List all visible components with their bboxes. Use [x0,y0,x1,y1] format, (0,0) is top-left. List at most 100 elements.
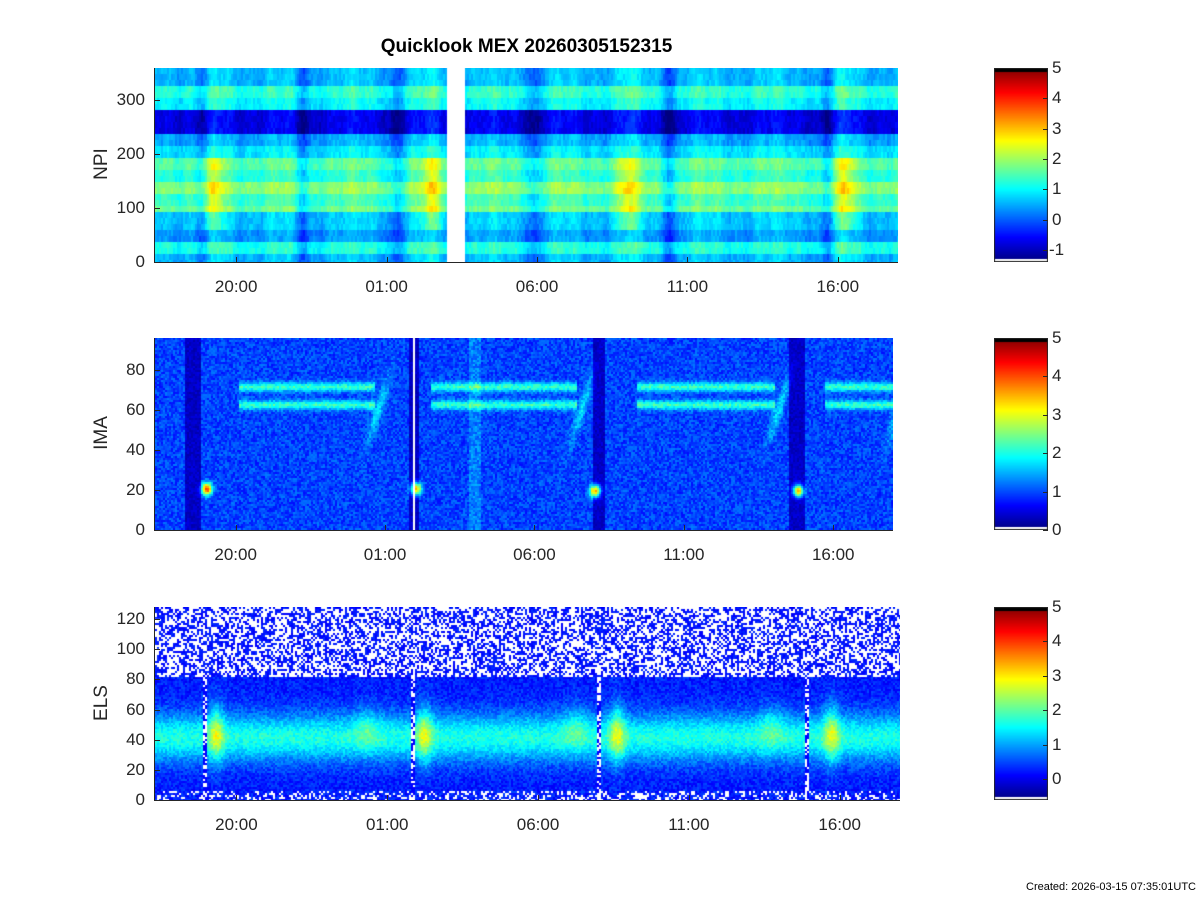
els-y-tick-label: 20 [126,759,145,779]
ima-y-tick-label: 0 [135,520,145,539]
npi-y-tick-mark [155,262,160,263]
ima-colorbar [994,338,1048,530]
npi-colorbar-tick-label: 1 [1052,179,1062,199]
ima-y-tick-mark [155,530,160,531]
els-colorbar [994,607,1048,800]
els-colorbar-tick-label: 5 [1052,597,1062,616]
els-heatmap [155,607,900,800]
els-colorbar-tick-label: 3 [1052,665,1062,685]
els-x-tick-mark [840,795,841,800]
ima-y-tick-mark [155,450,160,451]
npi-x-tick-mark [687,257,688,262]
npi-y-tick-mark [155,208,160,209]
npi-y-tick-label: 200 [116,144,145,164]
ima-x-tick-mark [534,525,535,530]
els-y-tick-mark [155,679,160,680]
npi-colorbar-tick-label: 4 [1052,88,1062,108]
els-colorbar-tick-mark [1043,641,1048,642]
els-colorbar-tick-label: 0 [1052,769,1062,789]
npi-y-tick-label: 300 [116,90,145,110]
ima-y-tick-label: 20 [126,480,145,499]
els-colorbar-tick-mark [1043,779,1048,780]
els-y-tick-label: 100 [116,639,145,659]
ima-y-axis-line [154,338,155,530]
ima-x-tick-mark [684,525,685,530]
ima-x-tick-label: 11:00 [663,545,705,564]
npi-y-tick-mark [155,100,160,101]
ima-colorbar-tick-label: 2 [1052,443,1062,463]
els-y-tick-label: 80 [126,669,145,689]
ima-x-tick-label: 06:00 [513,545,556,564]
ima-y-tick-label: 40 [126,440,145,459]
npi-colorbar-tick-mark [1043,129,1048,130]
npi-y-tick-mark [155,154,160,155]
npi-x-tick-mark [387,257,388,262]
ima-colorbar-tick-label: 0 [1052,520,1062,539]
ima-colorbar-tick-mark [1043,453,1048,454]
npi-y-tick-label: 0 [135,252,145,271]
npi-colorbar-tick-label: 3 [1052,118,1062,138]
els-y-tick-mark [155,770,160,771]
npi-x-tick-mark [537,257,538,262]
npi-colorbar-tick-mark [1043,189,1048,190]
npi-x-tick-mark [236,257,237,262]
els-y-tick-mark [155,740,160,741]
ima-x-tick-label: 20:00 [214,545,257,564]
els-y-tick-label: 40 [126,729,145,749]
ima-colorbar-tick-mark [1043,530,1048,531]
npi-colorbar-tick-label: 0 [1052,209,1062,229]
els-x-axis-line [154,800,900,801]
npi-x-tick-label: 20:00 [214,277,258,296]
els-y-axis-line [154,607,155,800]
ima-colorbar-tick-label: 1 [1052,481,1062,501]
ima-colorbar-tick-mark [1043,492,1048,493]
els-x-tick-mark [538,795,539,800]
ima-colorbar-tick-mark [1043,376,1048,377]
ima-x-tick-mark [385,525,386,530]
els-x-tick-label: 16:00 [818,815,861,834]
npi-colorbar-tick-label: 5 [1052,58,1062,77]
ima-colorbar-tick-mark [1043,415,1048,416]
npi-colorbar-tick-mark [1043,98,1048,99]
npi-x-tick-mark [838,257,839,262]
npi-colorbar [994,68,1048,262]
els-colorbar-tick-mark [1043,607,1048,608]
npi-colorbar-tick-mark [1043,250,1048,251]
ima-heatmap [155,338,893,530]
ima-colorbar-tick-label: 5 [1052,328,1062,347]
els-colorbar-tick-label: 4 [1052,631,1062,651]
ima-colorbar-tick-mark [1043,338,1048,339]
npi-y-axis-line [154,68,155,262]
npi-x-tick-label: 06:00 [515,277,559,296]
els-colorbar-tick-mark [1043,710,1048,711]
ima-colorbar-tick-label: 4 [1052,366,1062,386]
npi-x-tick-label: 11:00 [666,277,709,296]
npi-colorbar-tick-mark [1043,159,1048,160]
els-x-tick-label: 11:00 [668,815,710,834]
npi-colorbar-tick-mark [1043,220,1048,221]
figure-title: Quicklook MEX 20260305152315 [380,36,673,57]
els-x-tick-mark [236,795,237,800]
els-colorbar-tick-label: 1 [1052,734,1062,754]
els-y-tick-label: 60 [126,699,145,719]
els-x-tick-label: 20:00 [215,815,258,834]
els-x-tick-mark [689,795,690,800]
npi-y-tick-label: 100 [116,198,145,218]
els-colorbar-tick-mark [1043,745,1048,746]
npi-x-tick-label: 01:00 [365,277,408,296]
ima-y-tick-label: 80 [126,360,145,379]
npi-x-axis-line [154,262,898,263]
npi-heatmap [155,68,898,262]
creation-timestamp: Created: 2026-03-15 07:35:01UTC [1026,881,1196,893]
els-y-tick-mark [155,800,160,801]
ima-y-tick-label: 60 [126,400,145,419]
els-y-tick-label: 0 [135,790,145,809]
els-y-tick-mark [155,649,160,650]
ima-y-tick-mark [155,490,160,491]
ima-x-tick-label: 01:00 [363,545,407,564]
ima-x-tick-mark [833,525,834,530]
els-x-tick-mark [387,795,388,800]
npi-colorbar-tick-label: 2 [1052,148,1062,168]
ima-x-tick-mark [236,525,237,530]
